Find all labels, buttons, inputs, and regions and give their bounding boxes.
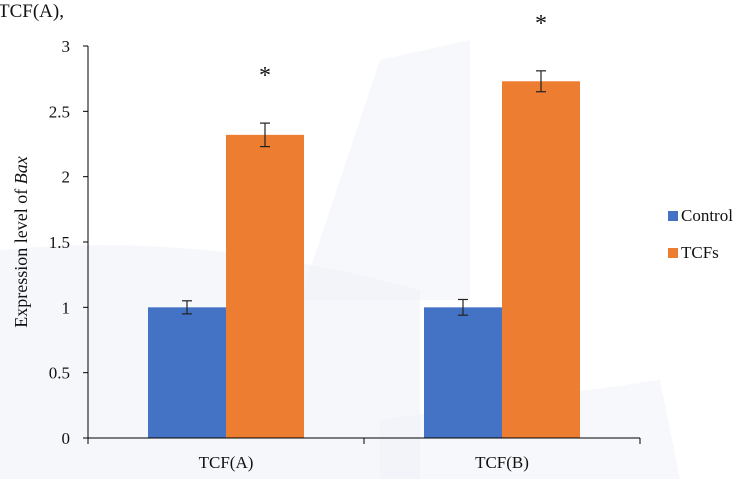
x-axis: TCF(A) TCF(B)	[87, 437, 641, 472]
y-tick-label: 1	[62, 298, 71, 317]
legend: Control TCFs	[668, 206, 733, 262]
y-tick-label: 3	[62, 37, 71, 56]
bar-tcfs-1	[502, 81, 580, 438]
y-axis-label-gene: Bax	[11, 156, 31, 184]
x-tick-label: TCF(A)	[199, 453, 254, 472]
y-tick-label: 2	[62, 168, 71, 187]
legend-swatch-tcfs	[668, 248, 678, 258]
y-tick-label: 0	[62, 429, 71, 448]
bar-control-1	[424, 307, 502, 438]
legend-swatch-control	[668, 211, 678, 221]
top-text-fragment: TCF(A),	[0, 1, 64, 22]
bar-control-0	[148, 307, 226, 438]
y-tick-label: 0.5	[49, 364, 70, 383]
y-axis-label-main: Expression level of	[11, 184, 31, 327]
y-tick-label: 1.5	[49, 233, 70, 252]
x-tick-label: TCF(B)	[475, 453, 529, 472]
y-axis: 0 0.5 1 1.5 2 2.5 3	[49, 37, 89, 448]
y-tick-label: 2.5	[49, 102, 70, 121]
significance-marker: *	[535, 11, 547, 37]
bars: **	[148, 11, 580, 438]
y-axis-label: Expression level of Bax	[11, 156, 31, 327]
legend-label: Control	[681, 206, 733, 225]
legend-label: TCFs	[681, 243, 719, 262]
bar-tcfs-0	[226, 134, 304, 438]
significance-marker: *	[259, 63, 271, 89]
